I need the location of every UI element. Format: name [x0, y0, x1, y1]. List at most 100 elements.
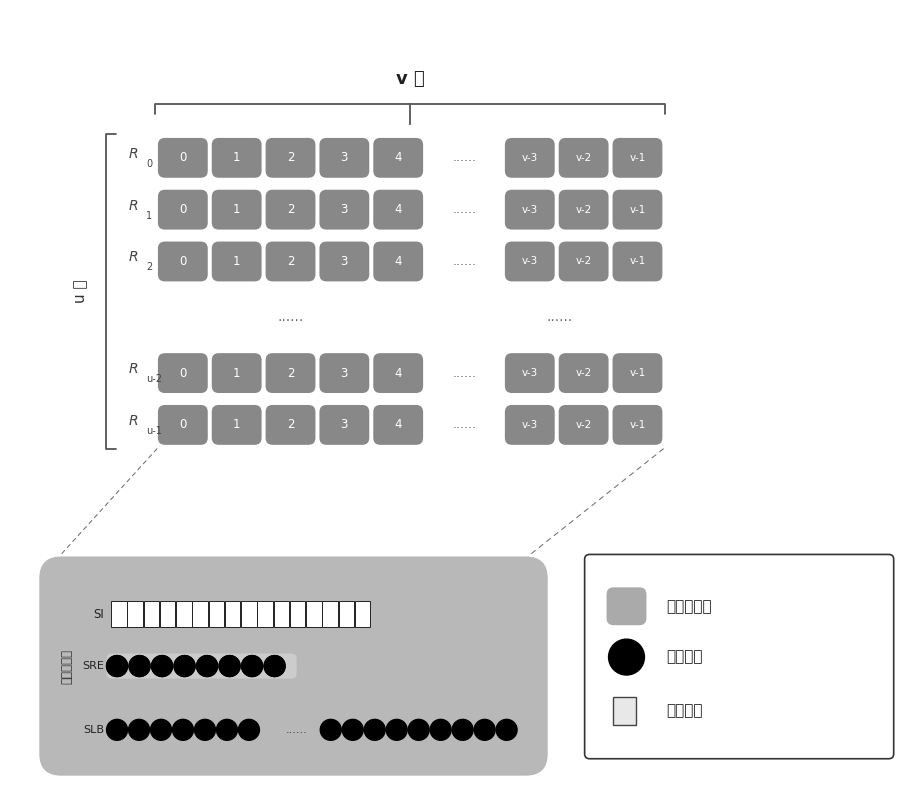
- Circle shape: [242, 656, 263, 677]
- Circle shape: [172, 719, 194, 740]
- FancyBboxPatch shape: [266, 242, 315, 281]
- Text: 1: 1: [233, 255, 241, 268]
- FancyBboxPatch shape: [158, 242, 207, 281]
- Circle shape: [408, 719, 429, 740]
- Text: 2: 2: [287, 255, 294, 268]
- Circle shape: [264, 656, 285, 677]
- Bar: [176, 601, 192, 627]
- Bar: [306, 601, 322, 627]
- FancyBboxPatch shape: [266, 138, 315, 178]
- Bar: [612, 697, 636, 725]
- FancyBboxPatch shape: [158, 353, 207, 393]
- Text: 一个比特: 一个比特: [667, 704, 703, 719]
- Text: ......: ......: [286, 725, 308, 735]
- Circle shape: [431, 719, 451, 740]
- Circle shape: [342, 719, 363, 740]
- Text: 1: 1: [233, 418, 241, 432]
- Text: ......: ......: [453, 366, 477, 379]
- FancyBboxPatch shape: [319, 353, 370, 393]
- FancyBboxPatch shape: [107, 653, 297, 679]
- Text: u-1: u-1: [146, 426, 162, 436]
- FancyBboxPatch shape: [212, 353, 262, 393]
- FancyBboxPatch shape: [212, 405, 262, 445]
- Bar: [127, 601, 143, 627]
- FancyBboxPatch shape: [266, 405, 315, 445]
- Text: SRE: SRE: [82, 661, 104, 671]
- FancyBboxPatch shape: [505, 405, 555, 445]
- Text: v-2: v-2: [575, 153, 592, 163]
- Text: R: R: [129, 414, 138, 428]
- FancyBboxPatch shape: [505, 190, 555, 230]
- Circle shape: [107, 656, 127, 677]
- Text: 3: 3: [340, 418, 348, 432]
- Circle shape: [107, 656, 127, 677]
- Bar: [290, 601, 305, 627]
- Circle shape: [496, 719, 517, 740]
- Circle shape: [239, 719, 259, 740]
- FancyBboxPatch shape: [373, 405, 423, 445]
- FancyBboxPatch shape: [559, 138, 609, 178]
- Text: ......: ......: [453, 418, 477, 432]
- FancyBboxPatch shape: [505, 242, 555, 281]
- Text: 4: 4: [395, 418, 402, 432]
- Text: ......: ......: [278, 310, 303, 324]
- Text: ......: ......: [453, 255, 477, 268]
- Circle shape: [129, 656, 150, 677]
- Text: v-3: v-3: [522, 153, 538, 163]
- Text: 2: 2: [146, 262, 152, 273]
- FancyBboxPatch shape: [585, 554, 893, 758]
- Text: R: R: [129, 147, 138, 161]
- Text: ......: ......: [453, 151, 477, 165]
- Circle shape: [107, 719, 127, 740]
- Text: 3: 3: [340, 151, 348, 165]
- Text: v-3: v-3: [522, 257, 538, 266]
- Circle shape: [195, 719, 216, 740]
- Circle shape: [609, 639, 644, 675]
- Text: 4: 4: [395, 366, 402, 379]
- Text: 滑动估値器: 滑动估値器: [61, 649, 74, 684]
- FancyBboxPatch shape: [607, 588, 646, 625]
- Circle shape: [264, 656, 285, 677]
- Circle shape: [128, 719, 149, 740]
- Text: 2: 2: [287, 366, 294, 379]
- Text: 1: 1: [146, 211, 152, 221]
- Bar: [241, 601, 256, 627]
- FancyBboxPatch shape: [212, 190, 262, 230]
- Text: R: R: [129, 362, 138, 376]
- Text: 滑动估値器: 滑动估値器: [667, 599, 712, 614]
- FancyBboxPatch shape: [158, 405, 207, 445]
- Circle shape: [219, 656, 240, 677]
- FancyBboxPatch shape: [373, 190, 423, 230]
- Text: 4: 4: [395, 255, 402, 268]
- Text: 0: 0: [146, 159, 152, 169]
- Text: 0: 0: [179, 418, 186, 432]
- Text: v-3: v-3: [522, 368, 538, 378]
- Circle shape: [452, 719, 473, 740]
- Text: 2: 2: [287, 204, 294, 216]
- Text: 0: 0: [179, 255, 186, 268]
- FancyBboxPatch shape: [505, 353, 555, 393]
- Bar: [323, 601, 337, 627]
- FancyBboxPatch shape: [612, 242, 662, 281]
- Bar: [225, 601, 241, 627]
- FancyBboxPatch shape: [319, 190, 370, 230]
- Text: 0: 0: [179, 204, 186, 216]
- Text: 1: 1: [233, 204, 241, 216]
- Text: v-2: v-2: [575, 420, 592, 430]
- FancyBboxPatch shape: [266, 353, 315, 393]
- Text: SLB: SLB: [83, 725, 104, 735]
- Text: 1: 1: [233, 366, 241, 379]
- FancyBboxPatch shape: [559, 242, 609, 281]
- Text: v-2: v-2: [575, 204, 592, 215]
- Text: R: R: [129, 199, 138, 213]
- Text: v-3: v-3: [522, 420, 538, 430]
- Text: 3: 3: [340, 255, 348, 268]
- Circle shape: [151, 656, 172, 677]
- FancyBboxPatch shape: [266, 190, 315, 230]
- Text: 2: 2: [287, 418, 294, 432]
- FancyBboxPatch shape: [373, 138, 423, 178]
- Circle shape: [219, 656, 240, 677]
- FancyBboxPatch shape: [212, 138, 262, 178]
- FancyBboxPatch shape: [612, 138, 662, 178]
- Text: 0: 0: [179, 366, 186, 379]
